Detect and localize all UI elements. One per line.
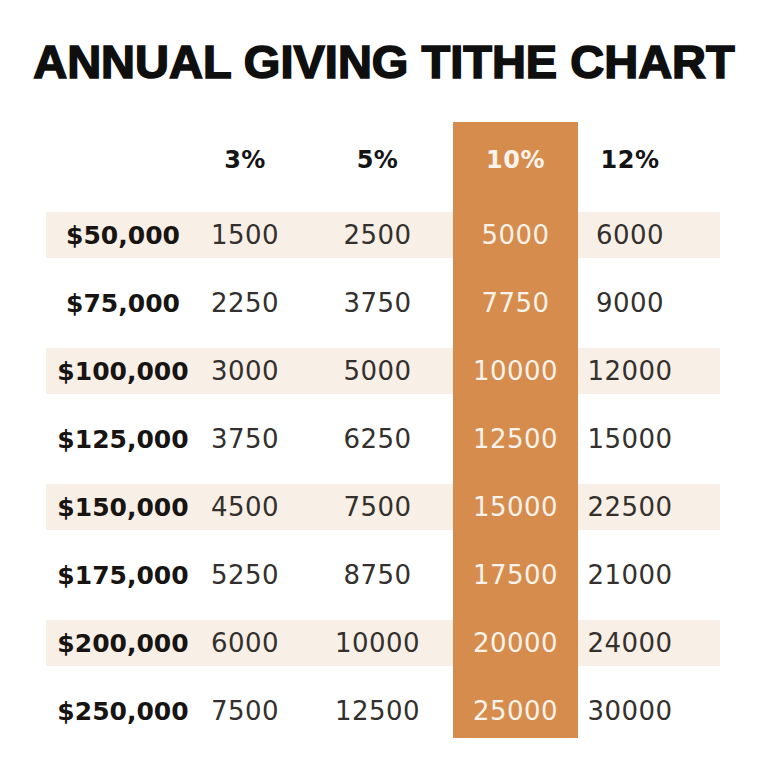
cell-12pct: 21000 — [578, 560, 720, 590]
cell-3pct-value: 1500 — [211, 220, 279, 250]
cell-5pct-value: 5000 — [343, 356, 411, 386]
tithe-chart-page: ANNUAL GIVING TITHE CHART 3% 5% 10% 12% … — [0, 0, 768, 768]
cell-10pct-value: 20000 — [473, 628, 558, 658]
header-cell-5pct: 5% — [290, 146, 453, 174]
cell-12pct-value: 30000 — [587, 696, 672, 726]
table-header-row: 3% 5% 10% 12% — [46, 122, 720, 198]
cell-income-value: $50,000 — [66, 221, 180, 250]
table-row: $50,000 1500 2500 5000 6000 — [46, 212, 720, 258]
cell-12pct-value: 6000 — [596, 220, 664, 250]
cell-income: $200,000 — [46, 629, 200, 658]
cell-5pct: 10000 — [290, 628, 453, 658]
cell-income: $50,000 — [46, 221, 200, 250]
header-label-5pct: 5% — [357, 146, 399, 174]
cell-10pct-value: 7750 — [481, 288, 549, 318]
cell-10pct: 12500 — [453, 424, 578, 454]
cell-3pct: 2250 — [200, 288, 290, 318]
cell-income: $100,000 — [46, 357, 200, 386]
header-cell-3pct: 3% — [200, 146, 290, 174]
cell-10pct-value: 10000 — [473, 356, 558, 386]
cell-income-value: $100,000 — [57, 357, 188, 386]
cell-10pct: 5000 — [453, 220, 578, 250]
cell-income-value: $150,000 — [57, 493, 188, 522]
cell-12pct-value: 24000 — [587, 628, 672, 658]
cell-5pct-value: 7500 — [343, 492, 411, 522]
cell-3pct: 3000 — [200, 356, 290, 386]
cell-income: $125,000 — [46, 425, 200, 454]
cell-5pct-value: 6250 — [343, 424, 411, 454]
table-row: $175,000 5250 8750 17500 21000 — [46, 552, 720, 598]
cell-12pct: 24000 — [578, 628, 720, 658]
cell-3pct: 3750 — [200, 424, 290, 454]
cell-12pct-value: 9000 — [596, 288, 664, 318]
cell-3pct-value: 4500 — [211, 492, 279, 522]
cell-income: $150,000 — [46, 493, 200, 522]
cell-5pct: 2500 — [290, 220, 453, 250]
cell-10pct: 7750 — [453, 288, 578, 318]
cell-5pct-value: 12500 — [335, 696, 420, 726]
cell-12pct: 30000 — [578, 696, 720, 726]
cell-12pct: 15000 — [578, 424, 720, 454]
cell-10pct: 25000 — [453, 696, 578, 726]
cell-10pct-value: 12500 — [473, 424, 558, 454]
cell-income: $175,000 — [46, 561, 200, 590]
table-row: $75,000 2250 3750 7750 9000 — [46, 280, 720, 326]
cell-12pct-value: 21000 — [587, 560, 672, 590]
cell-income-value: $175,000 — [57, 561, 188, 590]
cell-5pct: 6250 — [290, 424, 453, 454]
cell-12pct: 22500 — [578, 492, 720, 522]
cell-5pct: 8750 — [290, 560, 453, 590]
cell-10pct: 15000 — [453, 492, 578, 522]
table-row: $150,000 4500 7500 15000 22500 — [46, 484, 720, 530]
cell-3pct-value: 7500 — [211, 696, 279, 726]
table-row: $200,000 6000 10000 20000 24000 — [46, 620, 720, 666]
cell-3pct: 7500 — [200, 696, 290, 726]
cell-10pct: 20000 — [453, 628, 578, 658]
header-cell-12pct: 12% — [578, 146, 720, 174]
cell-3pct: 5250 — [200, 560, 290, 590]
cell-3pct: 1500 — [200, 220, 290, 250]
cell-12pct: 12000 — [578, 356, 720, 386]
table-row: $100,000 3000 5000 10000 12000 — [46, 348, 720, 394]
header-label-3pct: 3% — [224, 146, 266, 174]
cell-10pct-value: 17500 — [473, 560, 558, 590]
cell-income-value: $75,000 — [66, 289, 180, 318]
cell-income: $250,000 — [46, 697, 200, 726]
header-cell-10pct: 10% — [453, 146, 578, 174]
cell-12pct-value: 12000 — [587, 356, 672, 386]
cell-3pct-value: 2250 — [211, 288, 279, 318]
cell-10pct-value: 25000 — [473, 696, 558, 726]
cell-10pct: 17500 — [453, 560, 578, 590]
cell-12pct-value: 22500 — [587, 492, 672, 522]
cell-income: $75,000 — [46, 289, 200, 318]
header-label-10pct: 10% — [486, 146, 545, 174]
cell-5pct: 3750 — [290, 288, 453, 318]
cell-5pct: 7500 — [290, 492, 453, 522]
table-row: $250,000 7500 12500 25000 30000 — [46, 688, 720, 734]
page-title: ANNUAL GIVING TITHE CHART — [0, 36, 768, 88]
header-label-12pct: 12% — [601, 146, 660, 174]
cell-10pct: 10000 — [453, 356, 578, 386]
cell-5pct: 5000 — [290, 356, 453, 386]
cell-10pct-value: 5000 — [481, 220, 549, 250]
table-row: $125,000 3750 6250 12500 15000 — [46, 416, 720, 462]
cell-3pct-value: 3000 — [211, 356, 279, 386]
cell-income-value: $125,000 — [57, 425, 188, 454]
cell-10pct-value: 15000 — [473, 492, 558, 522]
cell-3pct: 6000 — [200, 628, 290, 658]
cell-5pct-value: 8750 — [343, 560, 411, 590]
cell-12pct: 9000 — [578, 288, 720, 318]
cell-12pct-value: 15000 — [587, 424, 672, 454]
cell-3pct-value: 6000 — [211, 628, 279, 658]
cell-income-value: $200,000 — [57, 629, 188, 658]
cell-5pct-value: 2500 — [343, 220, 411, 250]
cell-12pct: 6000 — [578, 220, 720, 250]
cell-3pct-value: 3750 — [211, 424, 279, 454]
cell-5pct-value: 3750 — [343, 288, 411, 318]
cell-3pct-value: 5250 — [211, 560, 279, 590]
cell-5pct-value: 10000 — [335, 628, 420, 658]
cell-5pct: 12500 — [290, 696, 453, 726]
cell-income-value: $250,000 — [57, 697, 188, 726]
cell-3pct: 4500 — [200, 492, 290, 522]
